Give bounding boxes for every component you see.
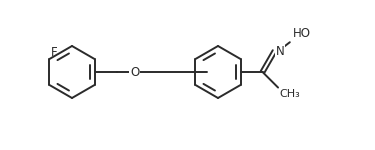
Text: F: F <box>51 46 58 59</box>
Text: HO: HO <box>293 27 311 40</box>
Text: CH₃: CH₃ <box>279 88 300 99</box>
Text: O: O <box>130 66 139 78</box>
Text: N: N <box>276 45 284 58</box>
